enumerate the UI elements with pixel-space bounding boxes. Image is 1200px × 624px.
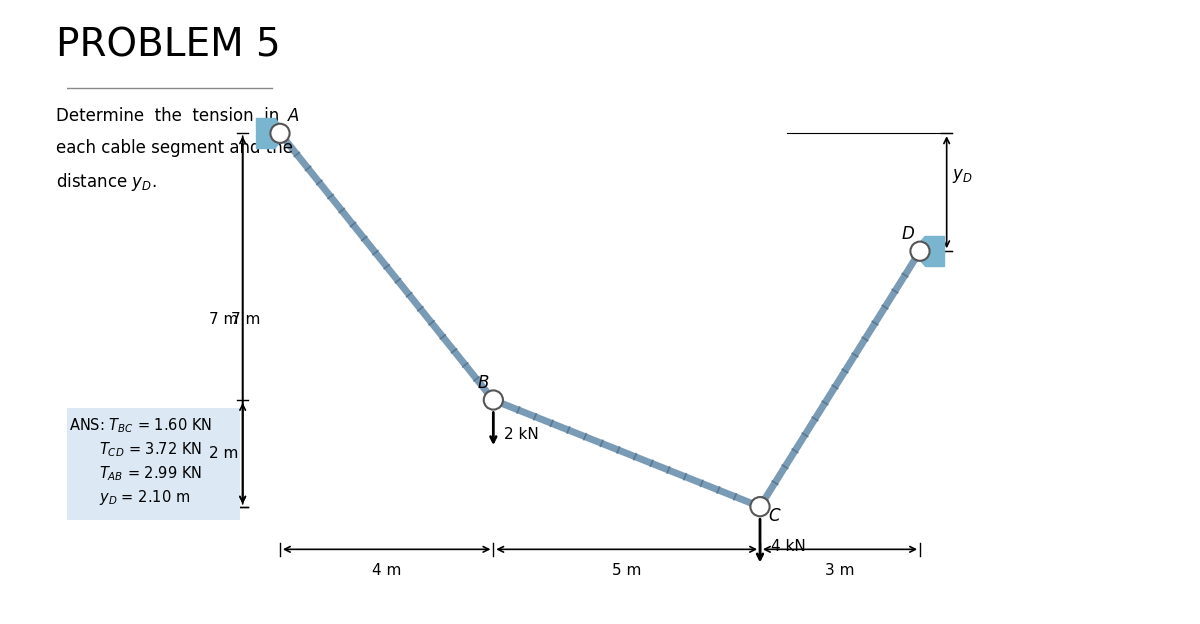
Circle shape <box>270 124 289 143</box>
Text: B: B <box>478 374 488 392</box>
Text: $y_D$ = 2.10 m: $y_D$ = 2.10 m <box>98 488 190 507</box>
Text: 2 kN: 2 kN <box>504 427 539 442</box>
Circle shape <box>750 497 769 516</box>
Text: 4 kN: 4 kN <box>770 539 805 554</box>
Text: D: D <box>901 225 914 243</box>
Text: Determine  the  tension  in: Determine the tension in <box>56 107 280 125</box>
Text: 2 m: 2 m <box>209 446 239 461</box>
Circle shape <box>484 391 503 409</box>
Text: C: C <box>768 507 780 525</box>
Text: 7 m: 7 m <box>230 313 260 328</box>
Text: $T_{CD}$ = 3.72 KN: $T_{CD}$ = 3.72 KN <box>98 440 202 459</box>
Text: each cable segment and the: each cable segment and the <box>56 139 293 157</box>
Text: A: A <box>288 107 299 125</box>
Polygon shape <box>912 236 925 266</box>
Text: 7 m: 7 m <box>209 313 239 328</box>
Text: distance $y_D$.: distance $y_D$. <box>56 171 156 193</box>
Text: $T_{AB}$ = 2.99 KN: $T_{AB}$ = 2.99 KN <box>98 464 202 483</box>
Text: 3 m: 3 m <box>826 563 854 578</box>
Text: 4 m: 4 m <box>372 563 401 578</box>
Bar <box>256 119 275 149</box>
Text: 5 m: 5 m <box>612 563 641 578</box>
Polygon shape <box>275 119 288 149</box>
FancyBboxPatch shape <box>59 408 240 520</box>
Circle shape <box>911 241 930 261</box>
Text: ANS: $T_{BC}$ = 1.60 KN: ANS: $T_{BC}$ = 1.60 KN <box>70 416 212 435</box>
Text: $y_D$: $y_D$ <box>953 167 973 185</box>
Text: PROBLEM 5: PROBLEM 5 <box>56 27 281 65</box>
Bar <box>925 236 944 266</box>
